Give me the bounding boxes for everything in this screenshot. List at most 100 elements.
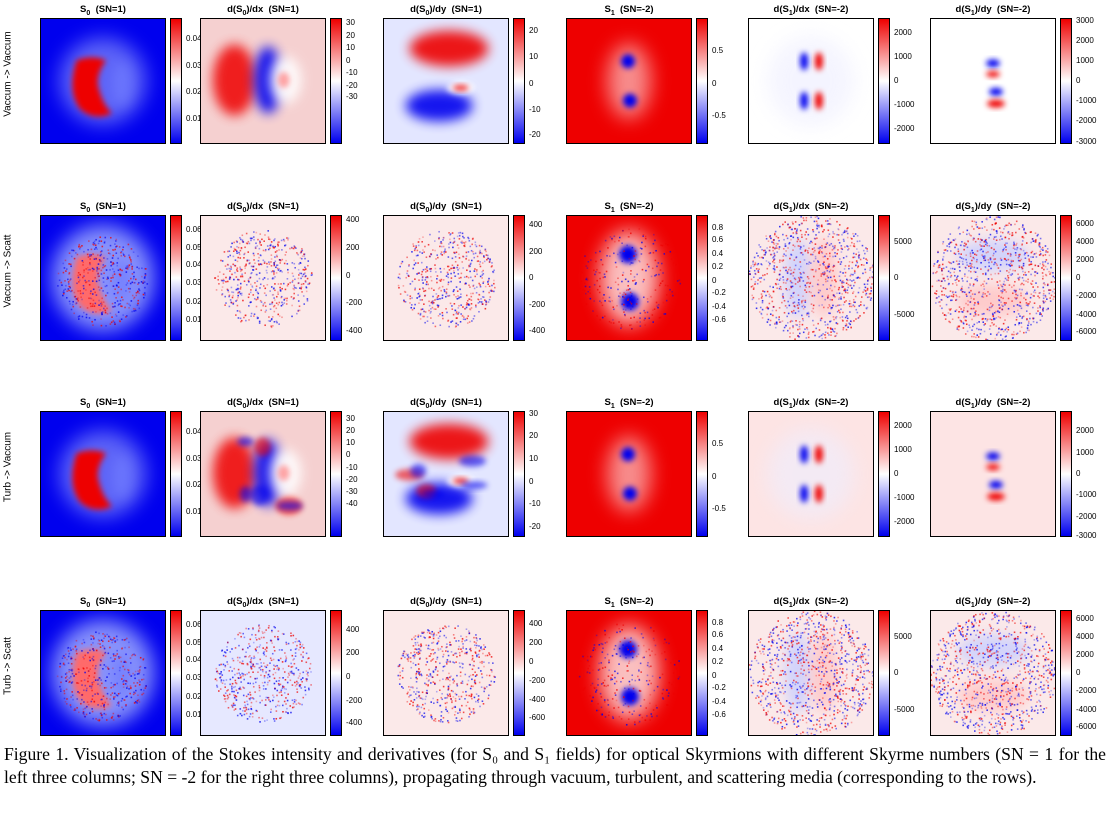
colorbar-tick-label: 0.01 <box>186 709 202 719</box>
panel-title: S0 (SN=1) <box>80 201 126 214</box>
heatmap <box>566 215 692 341</box>
colorbar-tick-label: -1000 <box>894 99 915 109</box>
colorbar-tick-label: 200 <box>346 242 360 252</box>
colorbar-tick-label: -400 <box>346 325 363 335</box>
colorbar-tick-label: -2000 <box>1076 685 1097 695</box>
colorbar-tick-label: 0.01 <box>186 314 202 324</box>
colorbar-tick-label: 30 <box>346 18 355 27</box>
heatmap <box>748 610 874 736</box>
colorbar <box>170 215 182 341</box>
heatmap-image <box>749 412 873 536</box>
colorbar <box>513 215 525 341</box>
plot-panel: d(S0)/dy (SN=1) 20 10 0 -10 -20 <box>383 4 573 146</box>
colorbar-tick-label: 0 <box>712 78 717 88</box>
colorbar <box>513 411 525 537</box>
colorbar-tick-label: 2000 <box>1076 426 1094 436</box>
colorbar-tick-label: -0.5 <box>712 111 726 121</box>
panel-title: d(S1)/dx (SN=-2) <box>773 596 849 609</box>
noise-marks <box>579 228 682 330</box>
colorbar-tick-label: 0.6 <box>712 235 724 245</box>
heatmap-image <box>41 412 165 536</box>
lobe-neg-mark <box>989 87 1003 96</box>
panel-title: S0 (SN=1) <box>80 397 126 410</box>
plot-panel: d(S1)/dx (SN=-2) 2000 1000 0 -1000 -2000 <box>748 397 938 539</box>
colorbar <box>330 610 342 736</box>
colorbar-tick-label: 0.4 <box>712 249 724 259</box>
lobe-neg-mark <box>957 239 1029 272</box>
colorbar <box>878 411 890 537</box>
colorbar-tick-label: 0 <box>894 76 899 85</box>
colorbar-tick-label: -40 <box>346 499 358 509</box>
halo-mark <box>599 230 659 326</box>
dark-crescent-mark <box>111 455 132 499</box>
colorbar-tick-label: -20 <box>529 521 541 531</box>
plot-panel: d(S1)/dy (SN=-2) 2000 1000 0 -1000 -2000 -3000 <box>930 397 1109 539</box>
colorbar <box>696 18 708 144</box>
colorbar-tick-label: -10 <box>529 105 541 114</box>
heatmap <box>748 215 874 341</box>
plot-panel: d(S0)/dx (SN=1) 30 20 10 0 -10 -20 -30 -40 <box>200 397 390 539</box>
dark-crescent-mark <box>111 654 132 698</box>
colorbar-tick-label: 0 <box>529 476 534 486</box>
lobe-neg-mark <box>989 480 1003 489</box>
lobe-neg-mark <box>986 59 1000 68</box>
colorbar-tick-label: -0.4 <box>712 302 726 311</box>
plot-panel: d(S1)/dx (SN=-2) 5000 0 -5000 <box>748 596 938 738</box>
panel-title: S1 (SN=-2) <box>604 397 654 410</box>
colorbar-tick-label: -200 <box>346 298 363 308</box>
halo-mark <box>51 619 155 727</box>
turb-mark <box>237 436 254 447</box>
row-label: Vaccum -> Vaccum <box>0 4 16 144</box>
heatmap <box>748 18 874 144</box>
panel-title: S1 (SN=-2) <box>604 596 654 609</box>
colorbar <box>696 610 708 736</box>
colorbar-tick-label: -30 <box>346 92 358 102</box>
colorbar-tick-label: 0 <box>712 670 717 680</box>
lobe-neg-mark <box>800 52 809 71</box>
lobe-pos-mark <box>810 238 838 318</box>
noise-marks <box>749 216 873 340</box>
colorbar-tick-label: -0.4 <box>712 697 726 706</box>
plot-panel: S1 (SN=-2) 0.8 0.6 0.4 0.2 0 -0.2 -0.4 -0.6 <box>566 596 756 738</box>
noise-marks <box>397 230 496 328</box>
colorbar-tick-label: 20 <box>346 30 355 40</box>
plot-panel: d(S1)/dx (SN=-2) 2000 1000 0 -1000 -2000 <box>748 4 938 146</box>
panel-title: d(S1)/dx (SN=-2) <box>773 201 849 214</box>
noise-marks <box>57 236 149 327</box>
heatmap <box>930 18 1056 144</box>
colorbar-tick-label: 2000 <box>1076 255 1094 265</box>
heatmap-image <box>931 611 1055 735</box>
heatmap <box>200 18 326 144</box>
noise-marks <box>214 624 312 723</box>
panel-title: d(S0)/dx (SN=1) <box>227 596 299 609</box>
colorbar-tick-label: 0.02 <box>186 87 202 97</box>
heatmap-image <box>567 412 691 536</box>
halo-mark <box>607 43 651 119</box>
colorbar-tick-label: -200 <box>529 299 546 309</box>
colorbar <box>696 411 708 537</box>
colorbar-tick-label: 200 <box>529 637 543 647</box>
panel-title: d(S0)/dx (SN=1) <box>227 4 299 17</box>
halo-mark <box>607 436 651 512</box>
colorbar <box>696 215 708 341</box>
colorbar-tick-label: 0 <box>1076 76 1081 85</box>
figure: Vaccum -> Vaccum S0 (SN=1) 0.04 0.03 0.02 0.0… <box>0 4 1109 738</box>
colorbar-tick-label: 0.05 <box>186 242 202 252</box>
panel-title: d(S0)/dy (SN=1) <box>410 201 482 214</box>
turb-mark <box>250 485 269 506</box>
lobe-neg-mark <box>405 89 473 122</box>
heatmap-image <box>567 216 691 340</box>
colorbar <box>170 610 182 736</box>
colorbar-tick-label: -600 <box>529 713 546 723</box>
row-label-text: Turb -> Scatt <box>2 637 14 695</box>
panel-title: d(S0)/dy (SN=1) <box>410 397 482 410</box>
colorbar-tick-label: 0.5 <box>712 438 724 448</box>
vortex-lower-mark <box>621 687 639 706</box>
colorbar-tick-label: -400 <box>529 325 546 335</box>
heatmap-image <box>567 19 691 143</box>
colorbar-tick-label: 3000 <box>1076 15 1094 25</box>
plot-panel: S0 (SN=1) 0.04 0.03 0.02 0.01 <box>40 397 230 539</box>
colorbar-tick-label: 200 <box>529 246 543 256</box>
colorbar-tick-label: 0.04 <box>186 34 202 44</box>
vortex-upper-mark <box>619 245 637 264</box>
